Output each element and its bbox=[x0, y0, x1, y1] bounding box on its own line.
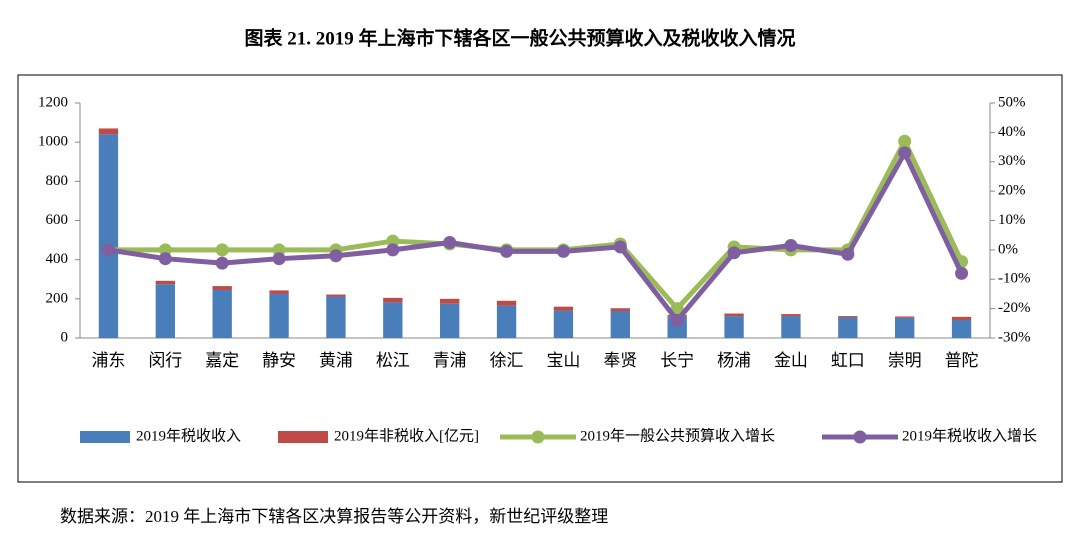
line-marker bbox=[955, 266, 969, 280]
x-tick-label: 浦东 bbox=[91, 351, 125, 370]
legend-swatch bbox=[853, 430, 867, 444]
line-marker bbox=[556, 244, 570, 258]
bar bbox=[951, 316, 972, 320]
y-tick-label: 0 bbox=[61, 329, 69, 345]
bar bbox=[155, 284, 175, 338]
y-tick-label: 1000 bbox=[38, 134, 68, 150]
line-marker bbox=[898, 146, 912, 160]
y-tick-label: 1200 bbox=[38, 94, 68, 110]
legend-label: 2019年税收收入 bbox=[136, 427, 241, 444]
line bbox=[108, 138, 964, 312]
x-tick-label: 闵行 bbox=[148, 351, 182, 370]
bar bbox=[269, 293, 289, 338]
y2-tick-label: -30% bbox=[998, 329, 1031, 345]
bar bbox=[98, 128, 119, 135]
line-marker bbox=[101, 243, 115, 257]
bar bbox=[212, 286, 232, 291]
bar bbox=[440, 303, 460, 338]
x-tick-label: 静安 bbox=[262, 351, 296, 370]
x-tick-label: 金山 bbox=[774, 351, 808, 370]
x-tick-label: 杨浦 bbox=[717, 351, 751, 370]
legend-swatch bbox=[531, 430, 545, 444]
bar bbox=[496, 300, 517, 306]
x-tick-label: 崇明 bbox=[888, 351, 922, 370]
y-tick-label: 600 bbox=[46, 212, 69, 228]
line-marker bbox=[500, 244, 514, 258]
x-tick-label: 黄浦 bbox=[319, 351, 353, 370]
x-tick-label: 虹口 bbox=[831, 351, 865, 370]
line-marker bbox=[329, 249, 343, 263]
line-marker bbox=[898, 134, 912, 148]
y-tick-label: 800 bbox=[46, 173, 69, 189]
bar bbox=[895, 317, 915, 338]
y2-tick-label: -20% bbox=[998, 300, 1031, 316]
bar bbox=[326, 294, 346, 297]
chart-frame bbox=[17, 74, 1063, 483]
bar bbox=[838, 316, 858, 318]
line-marker bbox=[386, 243, 400, 257]
x-tick-label: 嘉定 bbox=[205, 351, 239, 370]
legend-label: 2019年税收收入增长 bbox=[902, 427, 1037, 444]
y2-tick-label: 30% bbox=[998, 153, 1026, 169]
x-tick-label: 奉贤 bbox=[603, 351, 637, 370]
x-tick-label: 松江 bbox=[376, 351, 410, 370]
bar bbox=[440, 298, 460, 304]
bar bbox=[838, 317, 858, 338]
y2-tick-label: 40% bbox=[998, 124, 1026, 140]
y2-tick-label: 0% bbox=[998, 241, 1018, 257]
bar bbox=[98, 134, 119, 338]
legend-label: 2019年非税收入[亿元] bbox=[334, 427, 479, 444]
line-marker bbox=[841, 247, 855, 261]
legend-swatch bbox=[278, 431, 328, 443]
y2-tick-label: -10% bbox=[998, 271, 1031, 287]
bar bbox=[155, 280, 175, 285]
line-marker bbox=[613, 240, 627, 254]
bar bbox=[553, 310, 574, 338]
line-marker bbox=[784, 238, 798, 252]
bar bbox=[724, 316, 744, 338]
line-marker bbox=[158, 252, 172, 266]
bar bbox=[326, 296, 346, 338]
line-marker bbox=[727, 246, 741, 260]
line-marker bbox=[272, 252, 286, 266]
line bbox=[108, 150, 964, 323]
bar bbox=[895, 316, 915, 318]
x-tick-label: 徐汇 bbox=[490, 351, 524, 370]
y2-tick-label: 10% bbox=[998, 212, 1026, 228]
x-tick-label: 普陀 bbox=[945, 351, 979, 370]
bar bbox=[383, 302, 403, 338]
bar bbox=[724, 313, 744, 317]
bar bbox=[383, 297, 403, 303]
bar bbox=[269, 290, 289, 294]
bar bbox=[610, 308, 630, 311]
line-marker bbox=[670, 302, 684, 316]
bar bbox=[496, 305, 517, 338]
legend-swatch bbox=[80, 431, 130, 443]
y2-tick-label: 50% bbox=[998, 94, 1026, 110]
bar bbox=[610, 310, 630, 338]
x-tick-label: 长宁 bbox=[660, 351, 694, 370]
line-marker bbox=[215, 243, 229, 257]
line-marker bbox=[443, 236, 457, 250]
source-note: 数据来源：2019 年上海市下辖各区决算报告等公开资料，新世纪评级整理 bbox=[60, 507, 608, 526]
bar bbox=[212, 290, 232, 338]
line-marker bbox=[670, 313, 684, 327]
legend-label: 2019年一般公共预算收入增长 bbox=[580, 426, 775, 444]
y-tick-label: 200 bbox=[46, 290, 69, 306]
line-marker bbox=[215, 256, 229, 270]
y-tick-label: 400 bbox=[46, 251, 69, 267]
y2-tick-label: 20% bbox=[998, 183, 1026, 199]
bar bbox=[781, 316, 801, 338]
x-tick-label: 宝山 bbox=[546, 351, 580, 370]
chart-title: 图表 21. 2019 年上海市下辖各区一般公共预算收入及税收收入情况 bbox=[244, 26, 795, 49]
bar bbox=[951, 319, 972, 338]
x-tick-label: 青浦 bbox=[433, 351, 467, 370]
bar bbox=[781, 314, 801, 317]
bar bbox=[553, 306, 574, 311]
